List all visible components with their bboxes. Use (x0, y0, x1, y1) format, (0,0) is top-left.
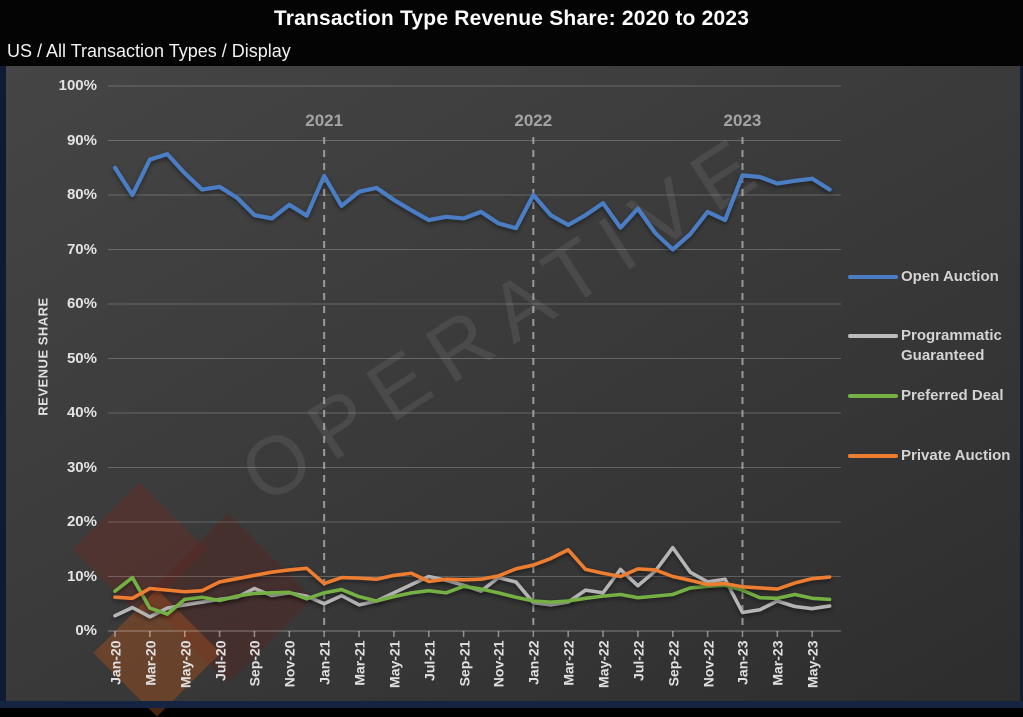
year-label: 2023 (723, 111, 762, 130)
x-tick-label: Mar-22 (560, 640, 577, 686)
x-tick-label: Nov-22 (700, 640, 717, 688)
series-line-private-auction (113, 547, 832, 601)
x-tick-label: Mar-20 (142, 640, 159, 686)
legend-swatch (848, 454, 898, 458)
x-tick-label: Jan-23 (734, 640, 751, 685)
legend-swatch (848, 394, 898, 398)
year-label: 2021 (305, 111, 344, 130)
year-label: 2022 (514, 111, 553, 130)
x-tick-label: Jan-20 (107, 640, 124, 685)
legend-item-programmatic-guaranteed: Programmatic Guaranteed (848, 326, 1018, 366)
legend-item-preferred-deal: Preferred Deal (848, 386, 1018, 406)
x-tick-label: Nov-20 (281, 640, 298, 688)
y-tick-label: 100% (58, 77, 97, 94)
chart-title: Transaction Type Revenue Share: 2020 to … (273, 7, 750, 30)
y-tick-label: 90% (66, 131, 97, 149)
x-tick-label: Nov-21 (490, 640, 507, 688)
x-tick-label: Sep-20 (246, 640, 263, 687)
legend-label: Open Auction (901, 268, 999, 285)
legend-item-private-auction: Private Auction (848, 446, 1018, 466)
y-tick-label: 40% (66, 404, 97, 421)
chart-subtitle: US / All Transaction Types / Display (7, 41, 291, 61)
panel-right-border (1020, 66, 1023, 701)
y-tick-label: 0% (75, 622, 97, 639)
y-tick-label: 30% (66, 458, 97, 476)
x-tick-label: May-20 (177, 640, 194, 688)
legend-item-open-auction: Open Auction (848, 267, 1018, 287)
x-tick-label: Jul-20 (212, 640, 229, 681)
y-tick-label: 60% (66, 295, 97, 312)
x-tick-label: May-22 (595, 640, 612, 688)
panel-left-border (0, 66, 6, 701)
x-tick-label: Jan-22 (525, 640, 542, 685)
x-tick-label: Sep-22 (665, 640, 682, 687)
legend-swatch (848, 275, 898, 279)
y-tick-label: 70% (66, 240, 97, 258)
x-tick-label: Sep-21 (456, 640, 473, 687)
y-tick-label: 50% (66, 349, 97, 367)
header-bar: Transaction Type Revenue Share: 2020 to … (0, 0, 1023, 66)
x-tick-label: Jul-21 (421, 640, 438, 681)
y-tick-label: 10% (66, 567, 97, 585)
x-tick-label: May-21 (386, 640, 403, 688)
legend-label: Programmatic Guaranteed (901, 327, 1002, 364)
panel-bottom-border (0, 701, 1023, 708)
legend-swatch (848, 334, 898, 338)
y-tick-label: 20% (66, 513, 97, 530)
x-tick-label: Jul-22 (630, 640, 647, 681)
legend-label: Preferred Deal (901, 387, 1004, 404)
y-tick-label: 80% (66, 186, 97, 203)
x-tick-label: Mar-23 (769, 640, 786, 686)
legend-label: Private Auction (901, 447, 1011, 464)
x-tick-label: Mar-21 (351, 640, 368, 686)
series-line-open-auction (112, 152, 832, 252)
x-tick-label: Jan-21 (316, 640, 333, 685)
x-tick-label: May-23 (804, 640, 821, 688)
